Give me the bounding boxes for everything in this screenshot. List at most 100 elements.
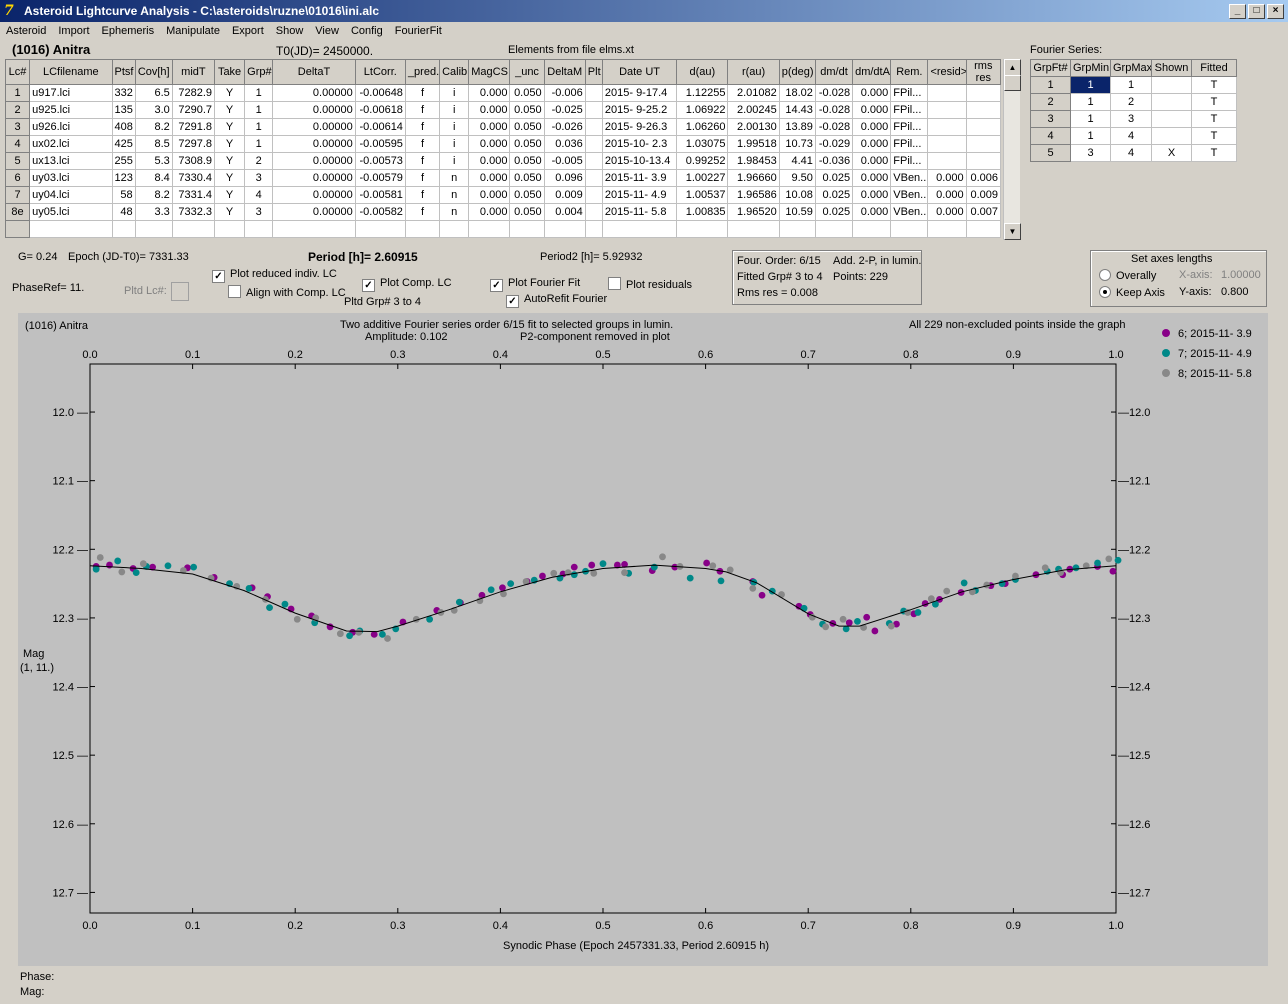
empty-cell[interactable] xyxy=(727,220,780,238)
table-cell[interactable]: 1.98453 xyxy=(727,152,780,170)
menu-asteroid[interactable]: Asteroid xyxy=(6,25,47,37)
table-cell[interactable]: 425 xyxy=(111,135,136,153)
empty-cell[interactable] xyxy=(244,220,274,238)
table-cell[interactable] xyxy=(584,169,603,187)
maximize-button[interactable]: □ xyxy=(1248,4,1265,19)
table-cell[interactable]: 10.73 xyxy=(778,135,816,153)
menu-view[interactable]: View xyxy=(315,25,339,37)
table-cell[interactable]: Y xyxy=(213,101,246,119)
table-cell[interactable]: i xyxy=(439,101,470,119)
keep-axis-radio-dot[interactable] xyxy=(1099,286,1111,298)
table-cell[interactable] xyxy=(965,118,1002,136)
table-cell[interactable]: 0.000 xyxy=(852,203,892,221)
empty-cell[interactable] xyxy=(134,220,173,238)
table-cell[interactable]: f xyxy=(404,118,441,136)
empty-cell[interactable] xyxy=(468,220,511,238)
table-cell[interactable]: 0.00000 xyxy=(272,118,356,136)
lc-col-header[interactable]: <resid> xyxy=(927,59,967,85)
row-header[interactable]: 4 xyxy=(1030,127,1071,145)
table-cell[interactable]: FPil... xyxy=(890,118,929,136)
table-cell[interactable]: 0.050 xyxy=(509,101,545,119)
table-cell[interactable]: -0.006 xyxy=(543,84,586,102)
menu-manipulate[interactable]: Manipulate xyxy=(166,25,220,37)
menu-ephemeris[interactable]: Ephemeris xyxy=(101,25,155,37)
table-cell[interactable] xyxy=(965,84,1002,102)
table-cell[interactable]: 1.00835 xyxy=(676,203,729,221)
table-cell[interactable]: -0.028 xyxy=(814,84,854,102)
lc-col-header[interactable]: Rem. xyxy=(890,59,929,85)
table-cell[interactable]: 2015-10- 2.3 xyxy=(601,135,678,153)
row-header[interactable]: 1 xyxy=(4,84,31,102)
table-cell[interactable]: 1 xyxy=(244,84,274,102)
plot-comp-check[interactable]: ✓ xyxy=(362,279,375,292)
keep-axis-radio[interactable]: Keep Axis xyxy=(1099,286,1165,299)
table-cell[interactable]: n xyxy=(439,186,470,204)
row-header[interactable]: 2 xyxy=(4,101,31,119)
lc-col-header[interactable]: dm/dtA xyxy=(852,59,892,85)
table-cell[interactable]: 14.43 xyxy=(778,101,816,119)
plot-residuals-checkbox[interactable]: Plot residuals xyxy=(608,277,692,291)
table-cell[interactable]: 3.0 xyxy=(134,101,173,119)
table-cell[interactable]: 0.025 xyxy=(814,203,854,221)
table-cell[interactable]: 8.4 xyxy=(134,169,173,187)
empty-cell[interactable] xyxy=(509,220,545,238)
table-cell[interactable]: 0.00000 xyxy=(272,169,356,187)
table-cell[interactable]: -0.028 xyxy=(814,118,854,136)
row-header[interactable]: 3 xyxy=(1030,110,1071,128)
empty-cell[interactable] xyxy=(213,220,246,238)
table-cell[interactable]: 2015- 9-26.3 xyxy=(601,118,678,136)
table-cell[interactable]: 0.050 xyxy=(509,135,545,153)
empty-cell[interactable] xyxy=(890,220,929,238)
table-cell[interactable]: f xyxy=(404,203,441,221)
lc-col-header[interactable]: MagCS xyxy=(468,59,511,85)
table-cell[interactable]: 2.00130 xyxy=(727,118,780,136)
lc-col-header[interactable]: Date UT xyxy=(601,59,678,85)
table-cell[interactable]: 7291.8 xyxy=(171,118,216,136)
table-row[interactable]: 4 ux02.lci 425 8.5 7297.8 Y 1 0.00000 -0.00595 f i… xyxy=(4,135,1002,153)
table-cell[interactable]: 18.02 xyxy=(778,84,816,102)
table-cell[interactable]: 0.000 xyxy=(468,152,511,170)
table-cell[interactable]: 7297.8 xyxy=(171,135,216,153)
row-header[interactable]: 5 xyxy=(1030,144,1071,162)
table-cell[interactable]: -0.025 xyxy=(543,101,586,119)
fourier-cell[interactable]: T xyxy=(1191,127,1237,145)
fourier-cell[interactable] xyxy=(1151,127,1192,145)
table-cell[interactable]: 1.12255 xyxy=(676,84,729,102)
empty-cell[interactable] xyxy=(171,220,216,238)
table-cell[interactable]: 0.004 xyxy=(543,203,586,221)
menu-fourierfit[interactable]: FourierFit xyxy=(394,25,442,37)
lc-col-header[interactable]: _pred. xyxy=(404,59,441,85)
plot-panel[interactable]: 0.0 0.0 0.1 0.1 0.2 0.2 0.3 0.3 0.4 0.4 0.5 0.5 0.6 0… xyxy=(18,313,1268,966)
table-cell[interactable]: 1.00227 xyxy=(676,169,729,187)
empty-row[interactable] xyxy=(4,220,1002,238)
fourier-cell[interactable]: 1 xyxy=(1070,93,1111,111)
table-row[interactable]: 3 u926.lci 408 8.2 7291.8 Y 1 0.00000 -0.00614 f i… xyxy=(4,118,1002,136)
table-cell[interactable]: 0.00000 xyxy=(272,101,356,119)
table-cell[interactable] xyxy=(965,152,1002,170)
table-cell[interactable] xyxy=(584,118,603,136)
lc-col-header[interactable]: Grp# xyxy=(244,59,274,85)
table-row[interactable]: 8e uy05.lci 48 3.3 7332.3 Y 3 0.00000 -0.00582 f n… xyxy=(4,203,1002,221)
table-cell[interactable]: 0.000 xyxy=(927,169,967,187)
empty-cell[interactable] xyxy=(4,220,31,238)
table-cell[interactable]: 0.000 xyxy=(927,203,967,221)
table-cell[interactable]: ux02.lci xyxy=(29,135,113,153)
table-cell[interactable]: 2 xyxy=(244,152,274,170)
lc-col-header[interactable]: r(au) xyxy=(727,59,780,85)
table-cell[interactable]: 1.96520 xyxy=(727,203,780,221)
table-cell[interactable]: f xyxy=(404,152,441,170)
table-cell[interactable]: 13.89 xyxy=(778,118,816,136)
table-cell[interactable] xyxy=(965,135,1002,153)
align-comp-check[interactable] xyxy=(228,285,241,298)
table-cell[interactable]: 0.006 xyxy=(965,169,1002,187)
table-cell[interactable]: 58 xyxy=(111,186,136,204)
table-cell[interactable]: 1.06260 xyxy=(676,118,729,136)
table-cell[interactable]: Y xyxy=(213,152,246,170)
scroll-thumb[interactable] xyxy=(1004,75,1021,91)
table-cell[interactable]: f xyxy=(404,101,441,119)
table-cell[interactable]: 7330.4 xyxy=(171,169,216,187)
table-cell[interactable]: 0.050 xyxy=(509,186,545,204)
table-cell[interactable]: 0.000 xyxy=(468,101,511,119)
